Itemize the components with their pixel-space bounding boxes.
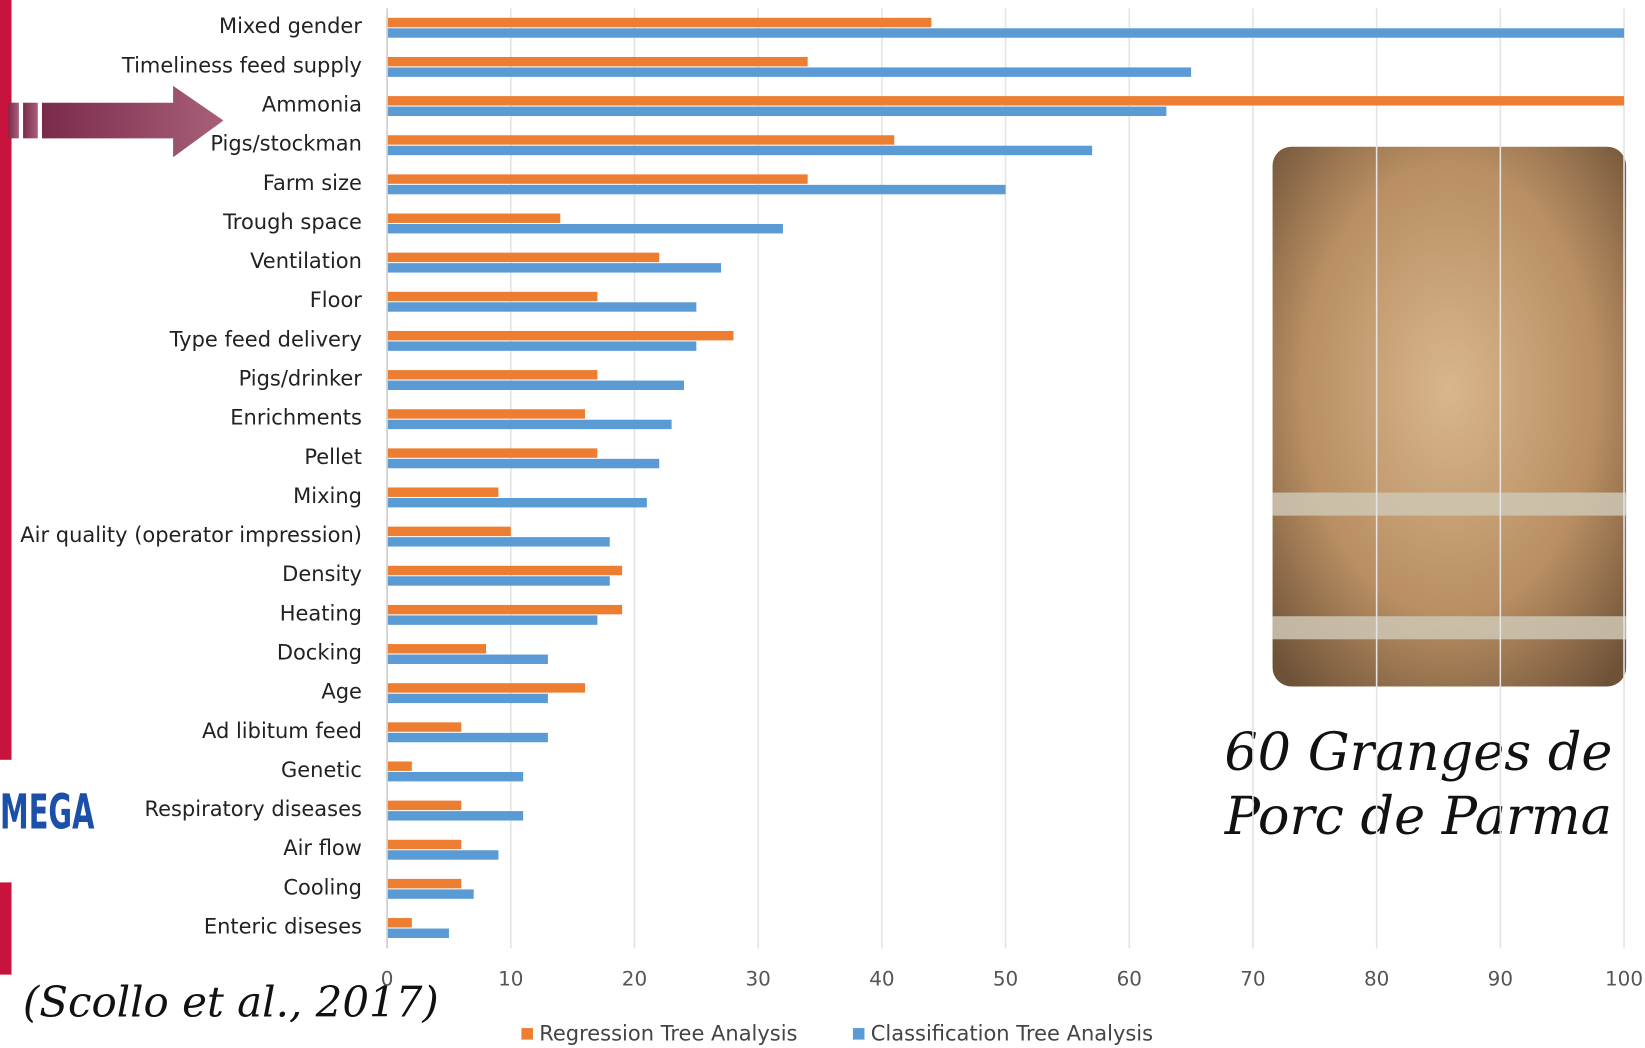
y-tick-label: Age xyxy=(321,680,362,704)
bar xyxy=(387,537,610,547)
x-tick-label: 40 xyxy=(869,967,894,990)
legend-swatch xyxy=(852,1028,865,1040)
legend-label: Regression Tree Analysis xyxy=(539,1021,797,1045)
x-tick-label: 20 xyxy=(622,967,647,990)
legend-swatch xyxy=(521,1028,533,1040)
bar xyxy=(387,96,1625,106)
y-tick-label: Air flow xyxy=(283,836,362,860)
bar xyxy=(387,732,548,743)
arrow xyxy=(8,85,224,158)
bar xyxy=(387,135,895,145)
bar xyxy=(387,839,462,850)
bar xyxy=(387,683,586,693)
bar xyxy=(387,448,598,458)
bar xyxy=(387,145,1093,156)
bar xyxy=(387,302,697,312)
bar xyxy=(387,223,783,234)
y-tick-label: Air quality (operator impression) xyxy=(20,523,362,547)
bar xyxy=(387,184,1006,195)
bar xyxy=(387,252,660,263)
y-tick-label: Trough space xyxy=(222,210,362,234)
y-tick-label: Ad libitum feed xyxy=(202,719,362,743)
bar xyxy=(387,263,722,273)
bar xyxy=(387,419,672,430)
bar xyxy=(387,654,548,664)
bar xyxy=(387,800,462,811)
bar xyxy=(387,17,932,28)
bar xyxy=(387,850,499,860)
bar xyxy=(387,526,511,537)
bar xyxy=(387,67,1192,77)
bar xyxy=(387,28,1625,38)
bar xyxy=(387,291,598,302)
x-tick-label: 100 xyxy=(1605,967,1643,990)
y-tick-label: Floor xyxy=(310,288,363,312)
x-tick-label: 0 xyxy=(381,967,394,990)
bar xyxy=(387,918,412,928)
bar xyxy=(387,370,598,380)
bar xyxy=(387,330,734,341)
bar xyxy=(387,604,623,615)
bar xyxy=(387,341,697,351)
citation: (Scollo et al., 2017) xyxy=(23,978,439,1027)
y-tick-label: Farm size xyxy=(263,171,362,195)
annotation: Porc de Parma xyxy=(1224,786,1612,847)
y-tick-label: Docking xyxy=(277,641,362,665)
logo: MEGA xyxy=(0,784,95,840)
photo xyxy=(1272,146,1627,687)
y-tick-label: Timeliness feed supply xyxy=(121,53,362,77)
bar xyxy=(387,693,548,704)
bar xyxy=(387,487,499,497)
bar xyxy=(387,106,1167,117)
x-tick-label: 90 xyxy=(1488,967,1513,990)
bar xyxy=(387,458,660,469)
y-tick-label: Respiratory diseases xyxy=(144,797,361,821)
y-tick-label: Enteric diseses xyxy=(204,914,362,938)
side-bar xyxy=(0,882,12,975)
annotation: 60 Granges de xyxy=(1224,722,1612,783)
bar xyxy=(387,174,808,184)
bar xyxy=(387,722,462,732)
plot: 0 10 20 30 40 50 60 70 80 90 100 Mixed gender Timeli… xyxy=(20,8,1643,1045)
bar xyxy=(387,761,412,771)
y-tick-label: Pigs/drinker xyxy=(239,367,363,391)
bar xyxy=(387,409,586,419)
y-tick-label: Pigs/stockman xyxy=(210,132,362,156)
bar xyxy=(387,615,598,625)
x-tick-label: 50 xyxy=(993,967,1018,990)
x-tick-label: 60 xyxy=(1117,967,1142,990)
bar xyxy=(387,576,610,586)
y-tick-label: Density xyxy=(282,562,362,586)
bar xyxy=(387,889,474,899)
y-tick-label: Type feed delivery xyxy=(169,327,362,351)
y-tick-label: Mixing xyxy=(293,484,362,508)
x-tick-label: 80 xyxy=(1364,967,1389,990)
y-tick-label: Ammonia xyxy=(262,93,362,117)
bar xyxy=(387,213,561,223)
y-tick-label: Mixed gender xyxy=(219,14,362,38)
x-tick-label: 30 xyxy=(746,967,771,990)
y-tick-label: Heating xyxy=(280,601,362,625)
bar xyxy=(387,56,808,67)
y-tick-label: Ventilation xyxy=(250,249,362,273)
legend-label: Classification Tree Analysis xyxy=(871,1021,1153,1045)
bar xyxy=(387,878,462,889)
bar xyxy=(387,928,449,938)
x-tick-label: 70 xyxy=(1240,967,1265,990)
side-bar xyxy=(0,0,12,760)
bar xyxy=(387,380,684,390)
x-tick-label: 10 xyxy=(498,967,523,990)
y-tick-label: Pellet xyxy=(304,445,362,469)
y-tick-label: Genetic xyxy=(281,758,362,782)
bar xyxy=(387,771,524,782)
bar xyxy=(387,811,524,821)
bar xyxy=(387,565,623,576)
bar xyxy=(387,644,487,654)
bar xyxy=(387,497,647,508)
y-tick-label: Enrichments xyxy=(230,406,362,430)
y-tick-label: Cooling xyxy=(283,875,362,899)
